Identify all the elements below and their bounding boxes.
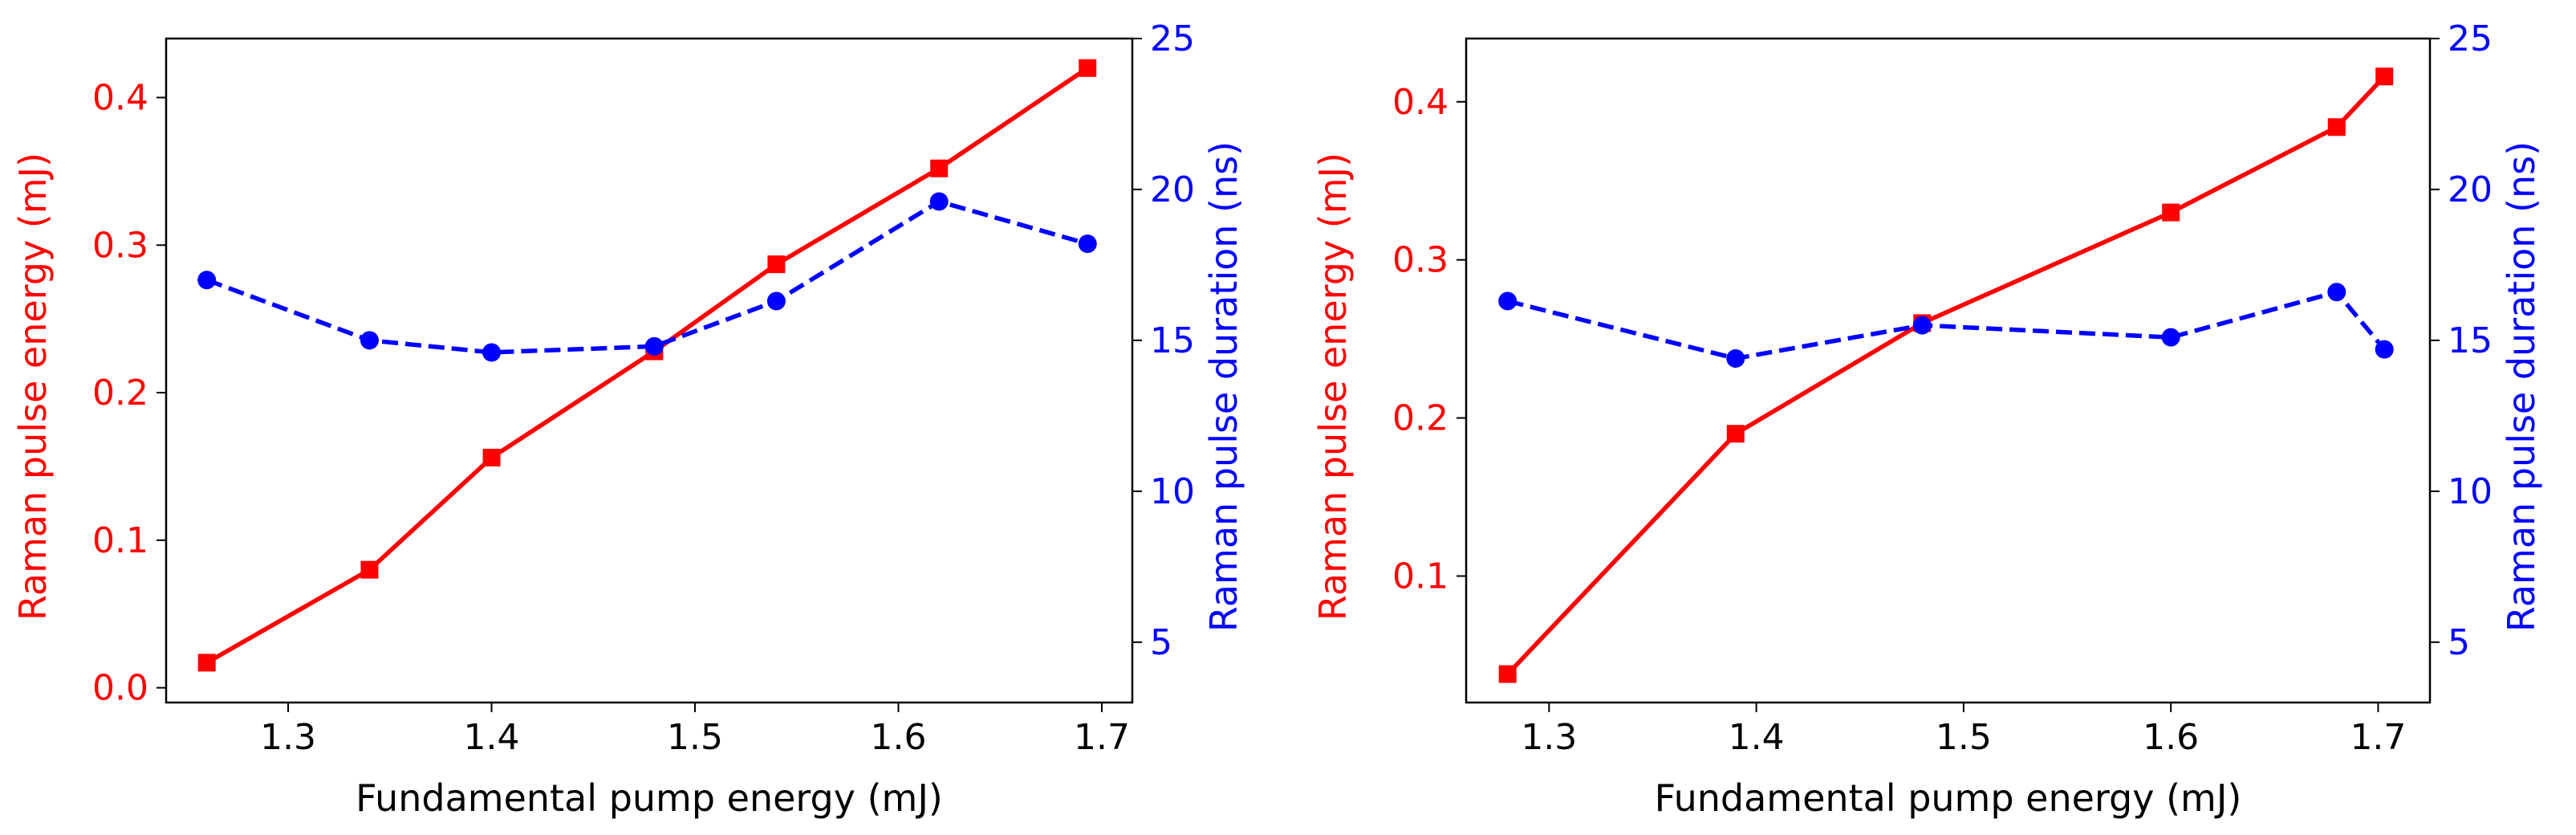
chart-2-y-left-axis-label: Raman pulse energy (mJ) [1311,153,1355,621]
chart-1-y-right-tick-label: 20 [1150,169,1195,210]
chart-2-y-right-axis-label: Raman pulse duration (ns) [2500,141,2543,632]
chart-1-energy-point [482,448,501,466]
chart-2-y-right-tick-label: 20 [2448,169,2493,210]
chart-2-duration-point [2161,328,2180,347]
chart-1-duration-point [482,343,502,362]
chart-1-duration-point [929,192,949,211]
chart-1-y-right-axis-label: Raman pulse duration (ns) [1202,141,1245,632]
chart-1-y-left-tick-label: 0.2 [92,373,148,413]
chart-1-y-left-tick-label: 0.0 [92,668,148,709]
chart-2-x-tick-label: 1.4 [1729,717,1785,758]
chart-2-x-axis-label: Fundamental pump energy (mJ) [1655,776,2242,820]
chart-1-energy-point [930,159,949,177]
chart-1-energy-point [1079,59,1097,77]
chart-2-y-left-tick-label: 0.4 [1392,82,1448,123]
chart-1-series-energy-line [205,66,1089,665]
chart-2-y-right-tick-label: 10 [2448,471,2493,512]
chart-1: 1.3 1.4 1.5 1.6 1.7 0.0 0.1 0.2 0.3 0.4 5 10 15 20 25 F… [11,18,1245,820]
chart-2-energy-point [2327,118,2346,136]
chart-1-x-axis-label: Fundamental pump energy (mJ) [356,776,943,820]
chart-1-frame [165,37,1134,704]
chart-2: 1.3 1.4 1.5 1.6 1.7 0.1 0.2 0.3 0.4 5 10 15 20 25 Fund… [1311,18,2543,820]
chart-2-energy-point [1726,425,1745,443]
chart-2-x-tick-label: 1.3 [1521,717,1577,758]
chart-2-series-energy-line [1505,75,2387,676]
chart-1-x-tick-label: 1.6 [871,717,927,758]
chart-2-y-right-tick-label: 25 [2448,18,2493,59]
chart-2-y-left-tick-label: 0.2 [1392,398,1448,439]
chart-1-y-right-tick-label: 25 [1150,18,1195,59]
chart-1-series-duration-line [205,199,1088,355]
chart-2-energy-point [1498,665,1517,683]
chart-2-y-right-tick-label: 15 [2448,320,2493,361]
chart-1-x-tick-label: 1.4 [464,717,520,758]
chart-2-series-duration-line [1507,290,2387,361]
chart-1-y-right-tick-label: 5 [1150,622,1172,663]
chart-1-y-left-axis-label: Raman pulse energy (mJ) [11,153,55,621]
chart-1-duration-point [197,271,217,290]
chart-1-energy-point [197,654,216,672]
chart-1-y-left-tick-label: 0.4 [92,78,148,119]
chart-2-x-tick-label: 1.6 [2143,717,2199,758]
chart-2-energy-point [2375,67,2394,86]
chart-1-y-left-tick-label: 0.3 [92,225,148,266]
chart-1-energy-point [767,255,786,274]
chart-1-duration-point [766,291,786,311]
chart-1-duration-point [360,331,379,350]
chart-1-energy-point [360,560,379,579]
chart-1-y-right-tick-label: 15 [1150,320,1195,361]
chart-2-duration-point [1498,291,1518,311]
chart-2-energy-point [2162,203,2180,222]
chart-1-y-right-tick-label: 10 [1150,471,1195,512]
chart-2-y-left-tick-label: 0.1 [1392,556,1448,597]
chart-1-x-tick-label: 1.7 [1074,717,1130,758]
chart-1-y-left-tick-label: 0.1 [92,520,148,561]
chart-2-duration-point [1726,348,1745,368]
chart-1-duration-point [1078,234,1097,254]
chart-1-x-tick-label: 1.5 [667,717,723,758]
chart-2-duration-point [1912,316,1932,335]
chart-2-x-tick-label: 1.7 [2350,717,2406,758]
chart-1-duration-point [644,336,664,356]
chart-2-y-left-tick-label: 0.3 [1392,240,1448,281]
chart-2-duration-point [2327,283,2346,302]
chart-2-x-tick-label: 1.5 [1936,717,1992,758]
chart-1-x-tick-label: 1.3 [260,717,316,758]
chart-2-y-right-tick-label: 5 [2448,622,2470,663]
chart-2-duration-point [2375,340,2394,359]
chart-2-frame [1465,37,2432,704]
